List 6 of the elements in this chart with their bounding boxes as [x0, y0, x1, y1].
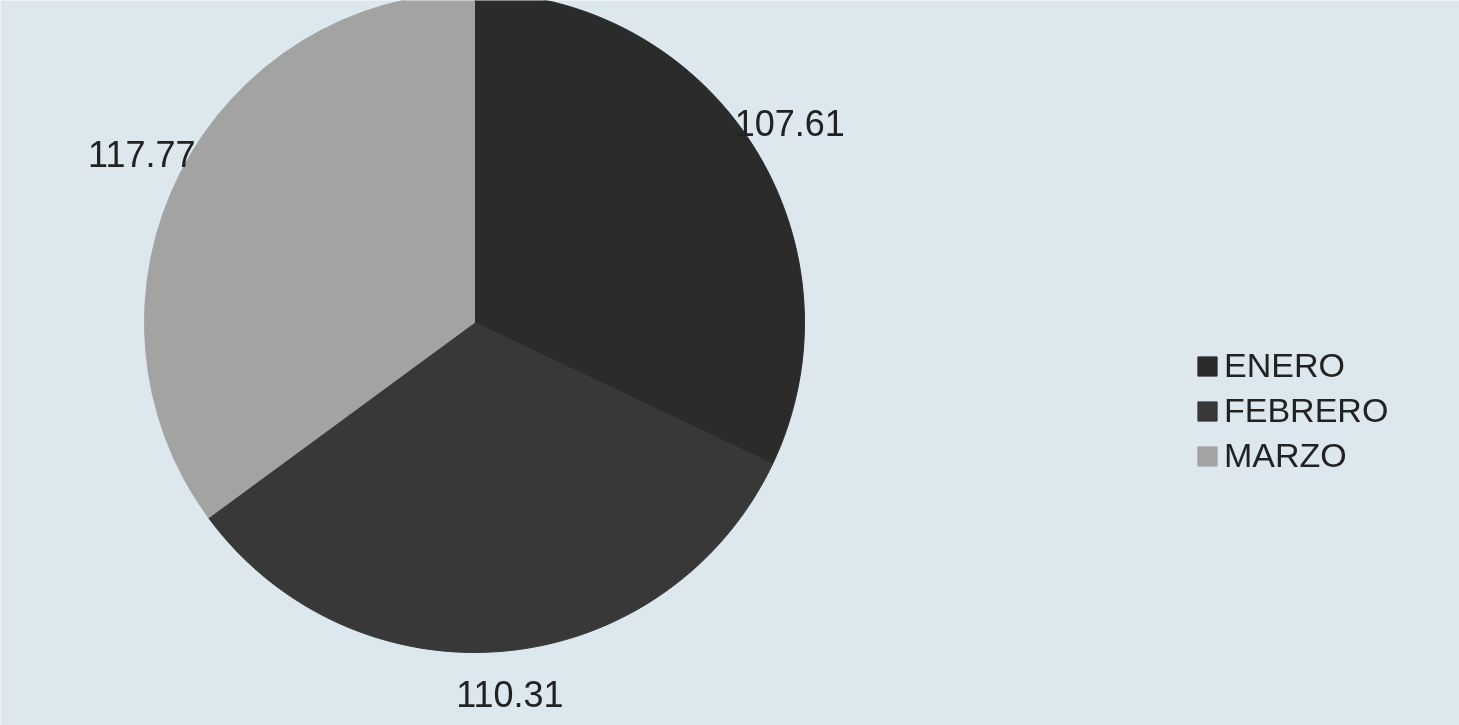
legend-label: ENERO	[1224, 346, 1345, 385]
data-label: 110.31	[456, 673, 564, 715]
data-label: 107.61	[734, 103, 845, 145]
legend-label: MARZO	[1224, 436, 1347, 475]
data-label: 117.77	[88, 134, 196, 176]
legend-label: FEBRERO	[1224, 391, 1389, 430]
